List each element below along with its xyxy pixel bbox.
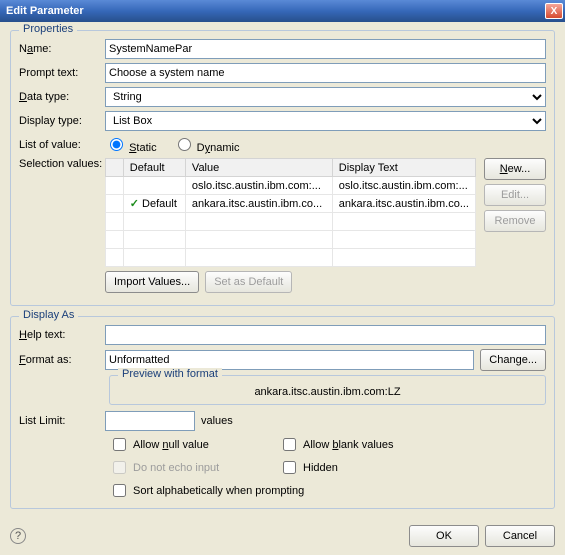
displaytype-select[interactable]: List Box — [105, 111, 546, 131]
close-icon[interactable]: X — [545, 3, 563, 19]
title-bar: Edit Parameter X — [0, 0, 565, 22]
prompt-input[interactable] — [105, 63, 546, 83]
formatas-field — [105, 350, 474, 370]
allow-null-checkbox[interactable]: Allow null value — [109, 435, 279, 454]
col-display[interactable]: Display Text — [332, 159, 475, 177]
preview-legend: Preview with format — [118, 368, 222, 380]
allow-blank-checkbox[interactable]: Allow blank values — [279, 435, 449, 454]
remove-button: Remove — [484, 210, 546, 232]
window-title: Edit Parameter — [6, 5, 84, 17]
display-as-legend: Display As — [19, 309, 78, 321]
cancel-button[interactable]: Cancel — [485, 525, 555, 547]
properties-group: Properties Name: Prompt text: Data type:… — [10, 30, 555, 306]
change-button[interactable]: Change... — [480, 349, 546, 371]
edit-button: Edit... — [484, 184, 546, 206]
listlimit-label: List Limit: — [19, 415, 105, 427]
displaytype-label: Display type: — [19, 115, 105, 127]
col-default[interactable]: Default — [123, 159, 185, 177]
static-radio[interactable]: Static — [105, 135, 157, 154]
prompt-label: Prompt text: — [19, 67, 105, 79]
listofvalues-label: List of value: — [19, 139, 105, 151]
col-value[interactable]: Value — [185, 159, 332, 177]
ok-button[interactable]: OK — [409, 525, 479, 547]
table-row[interactable]: ✓ Defaultankara.itsc.austin.ibm.co...ank… — [106, 195, 476, 213]
sort-checkbox[interactable]: Sort alphabetically when prompting — [109, 481, 449, 500]
name-input[interactable] — [105, 39, 546, 59]
formatas-label: Format as: — [19, 354, 105, 366]
selection-table[interactable]: Default Value Display Text oslo.itsc.aus… — [105, 158, 476, 293]
table-row[interactable] — [106, 231, 476, 249]
helptext-label: Help text: — [19, 329, 105, 341]
new-button[interactable]: New... — [484, 158, 546, 180]
table-row[interactable] — [106, 213, 476, 231]
hidden-checkbox[interactable]: Hidden — [279, 458, 449, 477]
echo-checkbox: Do not echo input — [109, 458, 279, 477]
datatype-label: Data type: — [19, 91, 105, 103]
display-as-group: Display As Help text: Format as: Change.… — [10, 316, 555, 509]
properties-legend: Properties — [19, 23, 77, 35]
name-label: Name: — [19, 43, 105, 55]
set-default-button: Set as Default — [205, 271, 292, 293]
listlimit-suffix: values — [201, 415, 233, 427]
import-values-button[interactable]: Import Values... — [105, 271, 199, 293]
dynamic-radio[interactable]: Dynamic — [173, 135, 240, 154]
preview-box: Preview with format ankara.itsc.austin.i… — [109, 375, 546, 405]
preview-text: ankara.itsc.austin.ibm.com:LZ — [254, 386, 400, 398]
helptext-input[interactable] — [105, 325, 546, 345]
help-icon[interactable]: ? — [10, 528, 26, 544]
listlimit-input[interactable] — [105, 411, 195, 431]
selection-label: Selection values: — [19, 158, 105, 170]
table-row[interactable]: oslo.itsc.austin.ibm.com:...oslo.itsc.au… — [106, 177, 476, 195]
table-row[interactable] — [106, 249, 476, 267]
datatype-select[interactable]: String — [105, 87, 546, 107]
